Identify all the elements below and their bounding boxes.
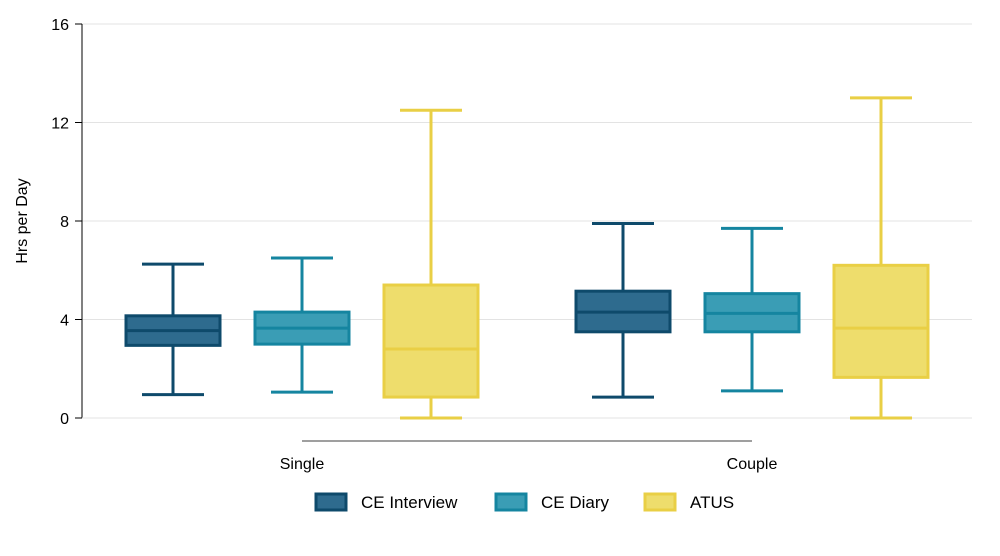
- y-tick-label: 16: [51, 17, 69, 34]
- legend-swatch: [643, 492, 677, 512]
- gridlines: [82, 23, 972, 320]
- box-plot: [832, 96, 930, 420]
- legend-item: CE Diary: [494, 492, 610, 512]
- y-tick-label: 12: [51, 116, 69, 133]
- group-label: Couple: [727, 456, 778, 473]
- y-tick-label: 0: [60, 411, 69, 428]
- y-tick-label: 8: [60, 214, 69, 231]
- legend-swatch: [314, 492, 348, 512]
- box-plots: [124, 96, 930, 420]
- iqr-box: [832, 263, 930, 379]
- legend-swatch: [494, 492, 528, 512]
- group-labels: Single Couple: [280, 440, 778, 473]
- box-plot: [574, 221, 672, 399]
- group-label: Single: [280, 456, 325, 473]
- y-axis-title: Hrs per Day: [14, 178, 31, 263]
- y-tick-label: 4: [60, 313, 69, 330]
- legend-item: ATUS: [643, 492, 734, 512]
- legend-label: CE Diary: [541, 493, 610, 512]
- legend-label: CE Interview: [361, 493, 458, 512]
- legend-item: CE Interview: [314, 492, 458, 512]
- legend-label: ATUS: [690, 493, 734, 512]
- legend: CE Interview CE Diary ATUS: [314, 492, 734, 512]
- box-plot: [124, 262, 222, 397]
- iqr-box: [382, 283, 480, 399]
- axes: 0 4 8 12 16: [51, 17, 972, 428]
- box-plot: [703, 226, 801, 393]
- box-plot: [382, 108, 480, 420]
- box-plot: [253, 256, 351, 394]
